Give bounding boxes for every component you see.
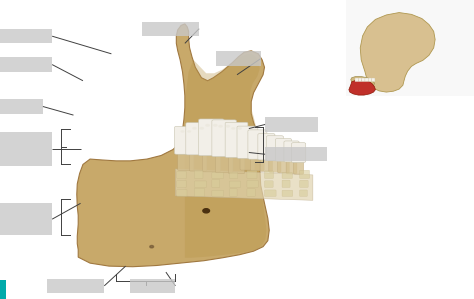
FancyBboxPatch shape	[300, 190, 307, 196]
FancyBboxPatch shape	[365, 78, 368, 82]
FancyBboxPatch shape	[266, 136, 283, 161]
FancyBboxPatch shape	[0, 57, 52, 72]
FancyBboxPatch shape	[237, 126, 258, 158]
FancyBboxPatch shape	[0, 203, 52, 235]
FancyBboxPatch shape	[282, 190, 293, 196]
Polygon shape	[351, 77, 374, 89]
Circle shape	[181, 130, 184, 133]
Circle shape	[150, 245, 154, 248]
FancyBboxPatch shape	[282, 180, 290, 187]
FancyBboxPatch shape	[212, 120, 237, 157]
FancyBboxPatch shape	[355, 78, 358, 82]
FancyBboxPatch shape	[247, 189, 255, 196]
FancyBboxPatch shape	[130, 279, 175, 293]
FancyBboxPatch shape	[47, 279, 104, 293]
Polygon shape	[185, 54, 266, 258]
FancyBboxPatch shape	[293, 159, 304, 174]
FancyBboxPatch shape	[368, 78, 372, 82]
FancyBboxPatch shape	[240, 155, 255, 170]
Circle shape	[203, 209, 210, 213]
Circle shape	[205, 124, 210, 127]
FancyBboxPatch shape	[229, 189, 237, 196]
FancyBboxPatch shape	[0, 29, 52, 43]
FancyBboxPatch shape	[300, 170, 310, 179]
FancyBboxPatch shape	[372, 78, 375, 82]
FancyBboxPatch shape	[346, 0, 474, 96]
FancyBboxPatch shape	[177, 171, 186, 179]
FancyBboxPatch shape	[278, 158, 289, 173]
FancyBboxPatch shape	[202, 152, 220, 172]
Circle shape	[200, 127, 204, 130]
FancyBboxPatch shape	[186, 123, 210, 155]
Polygon shape	[360, 13, 435, 92]
Circle shape	[218, 125, 223, 128]
FancyBboxPatch shape	[0, 99, 43, 114]
FancyBboxPatch shape	[216, 153, 233, 173]
FancyBboxPatch shape	[177, 181, 186, 187]
FancyBboxPatch shape	[0, 280, 6, 299]
FancyBboxPatch shape	[264, 181, 273, 187]
FancyBboxPatch shape	[199, 119, 224, 156]
FancyBboxPatch shape	[264, 190, 276, 196]
FancyBboxPatch shape	[178, 151, 194, 170]
Circle shape	[192, 127, 197, 130]
FancyBboxPatch shape	[225, 122, 248, 158]
Polygon shape	[349, 80, 375, 95]
FancyBboxPatch shape	[362, 78, 365, 82]
FancyBboxPatch shape	[247, 180, 258, 187]
FancyBboxPatch shape	[292, 143, 306, 162]
FancyBboxPatch shape	[284, 141, 299, 162]
FancyBboxPatch shape	[282, 173, 292, 179]
Polygon shape	[175, 169, 313, 200]
FancyBboxPatch shape	[248, 130, 267, 159]
FancyBboxPatch shape	[216, 51, 261, 66]
FancyBboxPatch shape	[229, 172, 238, 179]
FancyBboxPatch shape	[264, 171, 273, 179]
FancyBboxPatch shape	[286, 158, 297, 173]
FancyBboxPatch shape	[258, 134, 275, 160]
Circle shape	[238, 127, 242, 130]
FancyBboxPatch shape	[229, 181, 241, 187]
FancyBboxPatch shape	[228, 154, 245, 174]
FancyBboxPatch shape	[194, 170, 203, 179]
FancyBboxPatch shape	[251, 155, 264, 171]
FancyBboxPatch shape	[194, 181, 207, 187]
FancyBboxPatch shape	[275, 138, 292, 161]
Circle shape	[231, 127, 235, 130]
FancyBboxPatch shape	[174, 126, 197, 154]
Circle shape	[187, 130, 191, 133]
FancyBboxPatch shape	[190, 151, 207, 171]
FancyBboxPatch shape	[260, 156, 273, 172]
FancyBboxPatch shape	[269, 157, 281, 172]
FancyBboxPatch shape	[0, 132, 52, 166]
FancyBboxPatch shape	[194, 188, 205, 196]
FancyBboxPatch shape	[247, 170, 257, 179]
Polygon shape	[77, 24, 269, 267]
Circle shape	[213, 124, 218, 127]
FancyBboxPatch shape	[300, 180, 308, 187]
FancyBboxPatch shape	[358, 78, 362, 82]
FancyBboxPatch shape	[212, 179, 220, 187]
FancyBboxPatch shape	[265, 147, 327, 161]
FancyBboxPatch shape	[212, 190, 224, 196]
FancyBboxPatch shape	[177, 190, 187, 196]
Circle shape	[226, 125, 230, 128]
FancyBboxPatch shape	[265, 117, 318, 132]
FancyBboxPatch shape	[142, 22, 199, 36]
FancyBboxPatch shape	[212, 173, 224, 179]
